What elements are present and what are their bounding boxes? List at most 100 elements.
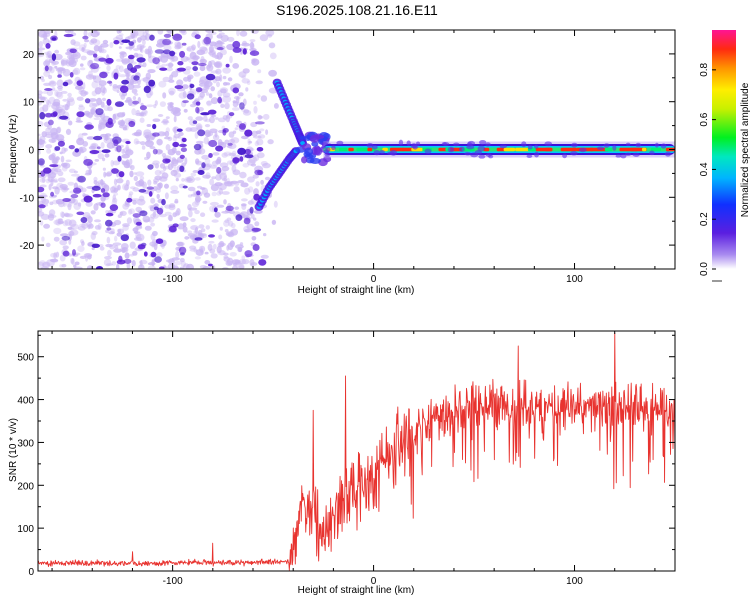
- snr-ticks: -100 0 100 0 100 200 300 400 500: [17, 331, 675, 587]
- noise-speckle: [165, 144, 171, 151]
- snr-x-tick-label: -100: [163, 576, 183, 587]
- carrier-edge-blob: [612, 144, 617, 151]
- carrier-edge-blob: [635, 142, 642, 148]
- noise-speckle: [168, 214, 173, 222]
- noise-speckle: [170, 159, 179, 165]
- noise-speckle: [203, 192, 211, 198]
- noise-speckle: [167, 102, 174, 106]
- noise-speckle: [51, 137, 56, 143]
- noise-speckle: [207, 243, 213, 251]
- noise-blob: [156, 207, 164, 215]
- noise-speckle: [256, 152, 265, 159]
- noise-speckle: [199, 91, 205, 98]
- noise-blob: [102, 192, 110, 198]
- noise-speckle: [98, 124, 102, 132]
- noise-speckle: [84, 253, 92, 257]
- noise-speckle: [174, 210, 180, 217]
- noise-speckle: [178, 92, 188, 99]
- noise-speckle: [98, 80, 107, 87]
- noise-speckle: [149, 146, 156, 150]
- noise-speckle: [117, 228, 122, 233]
- noise-blob: [252, 244, 260, 251]
- noise-speckle: [179, 216, 189, 222]
- noise-speckle: [89, 103, 98, 108]
- noise-speckle: [115, 65, 121, 70]
- noise-speckle: [44, 51, 50, 55]
- noise-speckle: [87, 32, 92, 37]
- noise-speckle: [191, 44, 196, 51]
- noise-speckle: [106, 263, 113, 266]
- noise-speckle: [38, 49, 43, 56]
- noise-blob: [208, 153, 213, 158]
- noise-speckle: [125, 179, 130, 187]
- noise-speckle: [67, 203, 72, 211]
- noise-blob: [161, 198, 166, 206]
- noise-speckle: [147, 265, 156, 269]
- carrier-edge-blob: [527, 145, 533, 150]
- noise-blob: [191, 61, 199, 66]
- noise-speckle: [128, 191, 134, 196]
- noise-speckle: [112, 85, 120, 92]
- noise-speckle: [247, 200, 254, 205]
- noise-speckle: [243, 109, 250, 114]
- noise-speckle: [153, 104, 157, 109]
- noise-speckle: [182, 226, 188, 233]
- noise-speckle: [76, 96, 84, 101]
- colorbar-tick-label: 0.0: [699, 262, 710, 276]
- carrier-edge-blob: [660, 143, 667, 149]
- noise-speckle: [152, 186, 158, 192]
- noise-speckle: [72, 67, 81, 75]
- noise-speckle: [100, 133, 108, 138]
- noise-speckle: [132, 199, 137, 205]
- noise-speckle: [157, 30, 164, 35]
- noise-speckle: [150, 213, 159, 219]
- noise-speckle: [92, 39, 101, 46]
- noise-blob: [106, 227, 112, 231]
- noise-speckle: [48, 184, 52, 191]
- noise-speckle: [269, 52, 277, 60]
- noise-blob: [105, 121, 114, 128]
- noise-speckle: [199, 46, 208, 52]
- noise-speckle: [253, 100, 257, 105]
- noise-speckle: [77, 202, 82, 207]
- noise-blob: [216, 47, 224, 51]
- noise-blob: [152, 57, 160, 65]
- noise-speckle: [80, 55, 87, 61]
- carrier-edge-blob: [467, 140, 476, 146]
- noise-speckle: [159, 101, 166, 107]
- noise-speckle: [208, 240, 215, 244]
- noise-speckle: [264, 176, 271, 181]
- noise-speckle: [198, 148, 206, 155]
- noise-speckle: [168, 62, 174, 68]
- snr-y-tick-label: 300: [17, 438, 34, 449]
- noise-speckle: [68, 120, 73, 126]
- noise-speckle: [217, 242, 224, 248]
- noise-blob: [95, 108, 104, 116]
- noise-speckle: [144, 140, 154, 148]
- noise-speckle: [252, 174, 259, 179]
- noise-speckle: [67, 92, 72, 98]
- noise-blob: [119, 85, 129, 93]
- noise-blob: [57, 140, 65, 147]
- noise-speckle: [146, 124, 152, 127]
- noise-speckle: [185, 66, 192, 71]
- noise-blob: [232, 157, 240, 164]
- noise-blob: [132, 100, 139, 105]
- noise-speckle: [206, 100, 213, 106]
- noise-speckle: [234, 260, 240, 264]
- noise-speckle: [112, 197, 118, 203]
- noise-blob: [100, 188, 106, 193]
- noise-speckle: [76, 137, 85, 146]
- noise-speckle: [107, 106, 113, 112]
- noise-speckle: [98, 45, 105, 54]
- noise-speckle: [47, 124, 52, 130]
- noise-blob: [49, 164, 59, 168]
- noise-speckle: [184, 236, 190, 240]
- noise-speckle: [79, 255, 87, 259]
- noise-speckle: [251, 130, 258, 137]
- carrier-edge-blob: [570, 151, 578, 156]
- noise-speckle: [170, 57, 175, 63]
- carrier-edge-blob: [336, 140, 344, 145]
- noise-blob: [244, 148, 251, 155]
- noise-speckle: [164, 204, 172, 209]
